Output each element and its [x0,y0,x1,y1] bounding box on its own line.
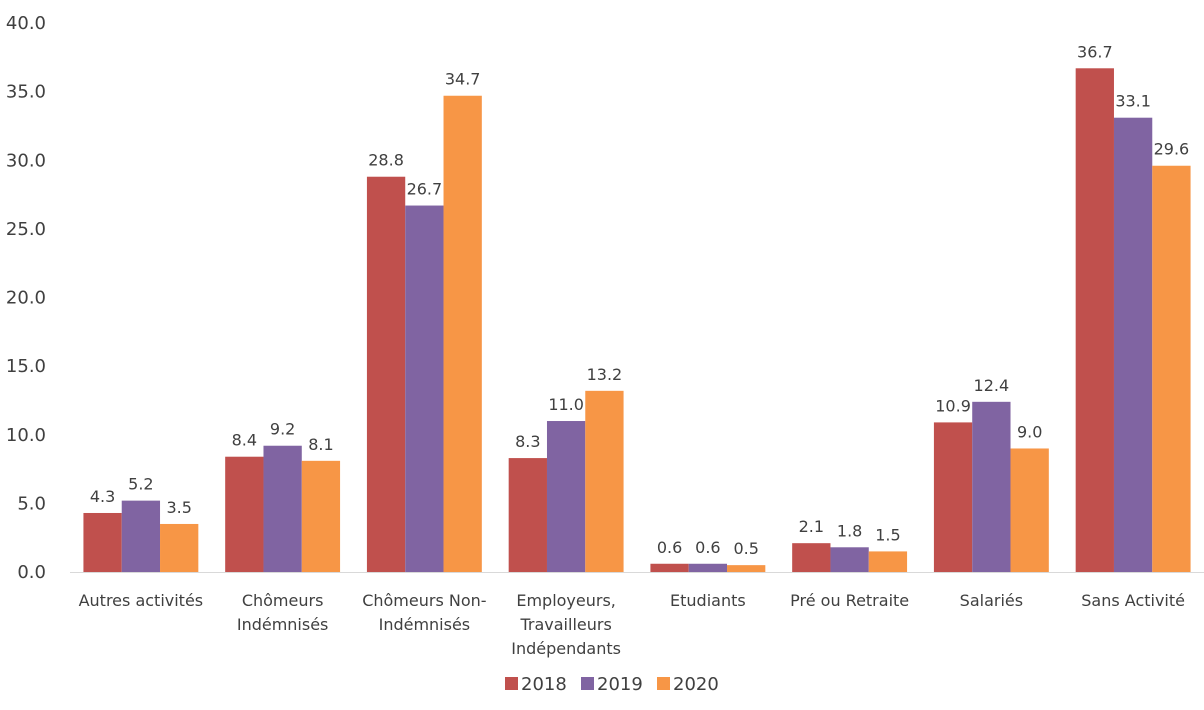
data-label-2018: 10.9 [935,396,971,415]
y-tick-label: 30.0 [6,150,46,171]
legend-item-2020: 2020 [657,674,719,695]
x-axis: Autres activités Chômeurs Indémnisés Chômeu… [70,572,1204,658]
x-tick-label: Autres activités [79,591,204,610]
bar-2020 [443,95,482,573]
x-tick-label: Sans Activité [1081,591,1185,610]
y-tick-label: 0.0 [17,562,46,583]
y-tick-label: 40.0 [6,13,46,34]
data-label-2018: 28.8 [368,151,404,170]
data-label-2019: 26.7 [407,180,443,199]
data-label-2020: 0.5 [733,539,758,558]
y-axis: 0.0 5.0 10.0 15.0 20.0 25.0 30.0 35.0 40.0 [6,13,46,583]
bar-2018 [366,176,406,572]
data-labels: 4.3 5.2 3.5 8.4 9.2 8.1 28.826.7 34.7 8.3 11.013.… [90,42,1189,558]
data-label-2019: 0.6 [695,538,720,557]
data-label-2018: 36.7 [1077,42,1113,61]
data-label-2018: 8.3 [515,432,540,451]
data-label-2019: 1.8 [837,521,862,540]
x-tick-label: Salariés [960,591,1023,610]
bar-2018 [1075,68,1114,572]
data-label-2020: 13.2 [587,365,623,384]
data-label-2019: 11.0 [548,395,584,414]
data-label-2019: 5.2 [128,475,153,494]
bar-2019 [830,547,869,572]
bar-2019 [1113,117,1153,572]
legend-label: 2019 [597,674,643,695]
legend-label: 2018 [521,674,567,695]
y-tick-label: 35.0 [6,82,46,103]
data-label-2018: 0.6 [657,538,682,557]
bar-2018 [650,563,689,572]
bar-2018 [225,456,264,572]
data-label-2020: 34.7 [445,70,481,89]
data-label-2018: 4.3 [90,487,115,506]
legend-swatch [657,677,670,690]
bar-2020 [301,460,341,572]
data-label-2019: 12.4 [974,376,1010,395]
bar-2018 [933,422,973,572]
legend-label: 2020 [673,674,719,695]
bar-2019 [263,445,302,572]
bar-2020 [1152,165,1191,573]
x-tick-label: Chômeurs Indémnisés [237,591,329,634]
bar-2019 [405,205,444,573]
legend-swatch [581,677,594,690]
y-tick-label: 25.0 [6,219,46,240]
data-label-2018: 2.1 [799,517,824,536]
bar-2020 [1010,448,1049,572]
x-tick-label: Etudiants [670,591,746,610]
data-label-2020: 1.5 [875,525,900,544]
bar-2020 [727,565,766,572]
data-label-2020: 3.5 [166,498,191,517]
bar-2018 [792,543,831,572]
data-label-2019: 33.1 [1115,92,1151,111]
x-tick-label: Pré ou Retraite [790,591,909,610]
legend-swatch [505,677,518,690]
y-tick-label: 10.0 [6,425,46,446]
bar-2019 [546,421,586,572]
legend-item-2019: 2019 [581,674,643,695]
bar-2020 [868,551,908,572]
bar-2019 [121,500,161,572]
x-tick-label: Chômeurs Non-Indémnisés [362,591,486,634]
x-tick-label: Employeurs, Travailleurs Indépendants [511,591,621,658]
data-label-2020: 8.1 [308,435,333,454]
legend-item-2018: 2018 [505,674,567,695]
y-tick-label: 15.0 [6,356,46,377]
bar-2020 [160,523,199,572]
bar-2019 [688,563,728,572]
bar-2019 [972,401,1011,572]
legend: 2018 2019 2020 [505,674,719,695]
y-tick-label: 20.0 [6,288,46,309]
data-label-2018: 8.4 [232,431,257,450]
y-tick-label: 5.0 [17,493,46,514]
data-label-2020: 29.6 [1154,140,1190,159]
bar-2018 [83,512,122,572]
data-label-2020: 9.0 [1017,422,1042,441]
data-label-2019: 9.2 [270,420,295,439]
bar-2018 [508,458,547,572]
bar-2020 [585,390,624,572]
bars [83,68,1191,573]
